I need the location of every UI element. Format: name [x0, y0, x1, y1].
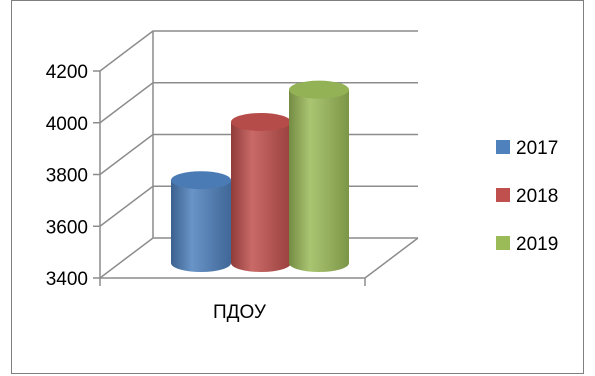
legend-label: 2017: [516, 138, 558, 159]
y-tick-label: 3800: [46, 166, 88, 187]
bar-body: [171, 180, 231, 272]
legend-item-2019: 2019: [496, 234, 558, 255]
y-tick-label: 3400: [46, 269, 88, 290]
y-tick-label: 4200: [46, 62, 88, 83]
legend-item-2017: 2017: [496, 138, 558, 159]
legend-item-2018: 2018: [496, 186, 558, 207]
legend-swatch: [496, 236, 510, 250]
legend-label: 2019: [516, 234, 558, 255]
y-tick-label: 3600: [46, 217, 88, 238]
y-axis-labels: 3400 3600 3800 4000 4200: [46, 62, 88, 290]
x-axis-labels: ПДОУ: [213, 302, 267, 323]
y-tick-label: 4000: [46, 114, 88, 135]
legend: 2017 2018 2019: [496, 138, 558, 255]
bar-top: [171, 171, 231, 190]
bar-body: [289, 89, 349, 272]
legend-swatch: [496, 188, 510, 202]
chart-bars: [171, 80, 349, 272]
bar-2019: [289, 80, 349, 272]
x-category-label: ПДОУ: [213, 302, 267, 323]
bar-2017: [171, 171, 231, 272]
bar-top: [231, 112, 291, 131]
bar-2018: [231, 112, 291, 272]
bar-top: [289, 80, 349, 99]
gridline: [99, 30, 418, 72]
legend-label: 2018: [516, 186, 558, 207]
bar-body: [231, 121, 291, 272]
legend-swatch: [496, 140, 510, 154]
